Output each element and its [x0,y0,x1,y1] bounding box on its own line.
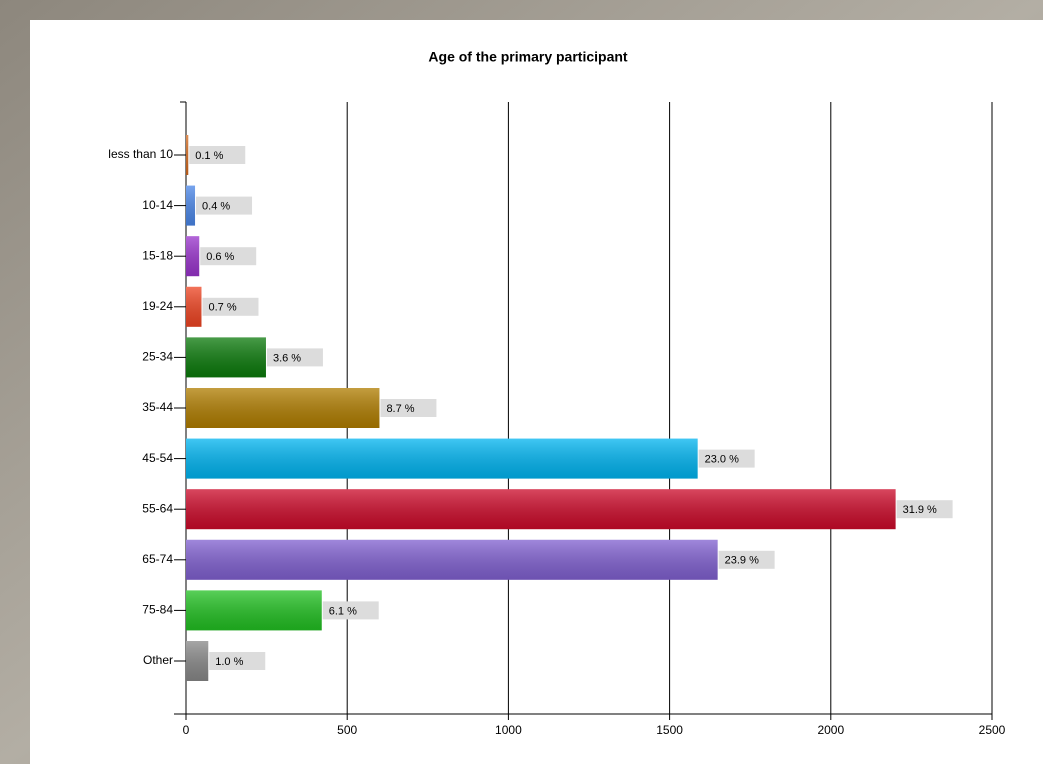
value-label: 8.7 % [386,403,414,415]
x-tick-label: 0 [183,723,190,737]
value-label-bg [200,247,257,266]
bar-shade [186,236,200,277]
value-label: 23.9 % [725,555,759,567]
value-label: 0.6 % [206,251,234,263]
bar-shade [186,286,202,327]
bar-shade [186,489,896,530]
y-tick-label: 25-34 [142,350,173,364]
value-label: 31.9 % [903,504,937,516]
value-label-bg [189,146,246,164]
y-tick-label: 19-24 [142,299,173,313]
bar-shade [186,388,380,428]
value-label: 6.1 % [329,605,357,617]
bar-shade [186,135,189,175]
bar-shade [186,539,718,580]
y-tick-label: 10-14 [142,198,173,212]
y-tick-label: Other [143,653,173,667]
bar-shade [186,438,698,479]
value-label: 0.4 % [202,201,230,213]
y-tick-label: 75-84 [142,603,173,617]
y-tick-label: 15-18 [142,248,173,262]
x-tick-label: 2000 [817,723,844,737]
x-tick-label: 1000 [495,723,522,737]
value-label: 1.0 % [215,656,243,668]
value-label-bg [896,500,953,519]
y-tick-label: 35-44 [142,400,173,414]
value-label-bg [718,550,775,569]
value-label-bg [196,196,253,215]
value-label: 3.6 % [273,352,301,364]
value-label: 0.7 % [208,302,236,314]
chart-title: Age of the primary participant [428,49,627,65]
value-label-bg [202,297,259,316]
value-label-bg [266,348,323,367]
y-tick-label: 65-74 [142,552,173,566]
value-label-bg [698,449,755,468]
value-label-bg [322,601,379,620]
x-tick-label: 2500 [979,723,1006,737]
y-tick-label: less than 10 [108,147,173,161]
bar-shade [186,641,209,681]
value-label-bg [209,652,266,670]
x-tick-label: 500 [337,723,357,737]
value-label: 23.0 % [705,454,739,466]
value-label-bg [380,399,437,417]
y-tick-label: 55-64 [142,501,173,515]
value-label: 0.1 % [195,150,223,162]
x-tick-label: 1500 [656,723,683,737]
y-tick-label: 45-54 [142,451,173,465]
bar-shade [186,590,322,631]
bar-shade [186,337,266,378]
bar-shade [186,185,196,226]
panel [30,20,1043,764]
